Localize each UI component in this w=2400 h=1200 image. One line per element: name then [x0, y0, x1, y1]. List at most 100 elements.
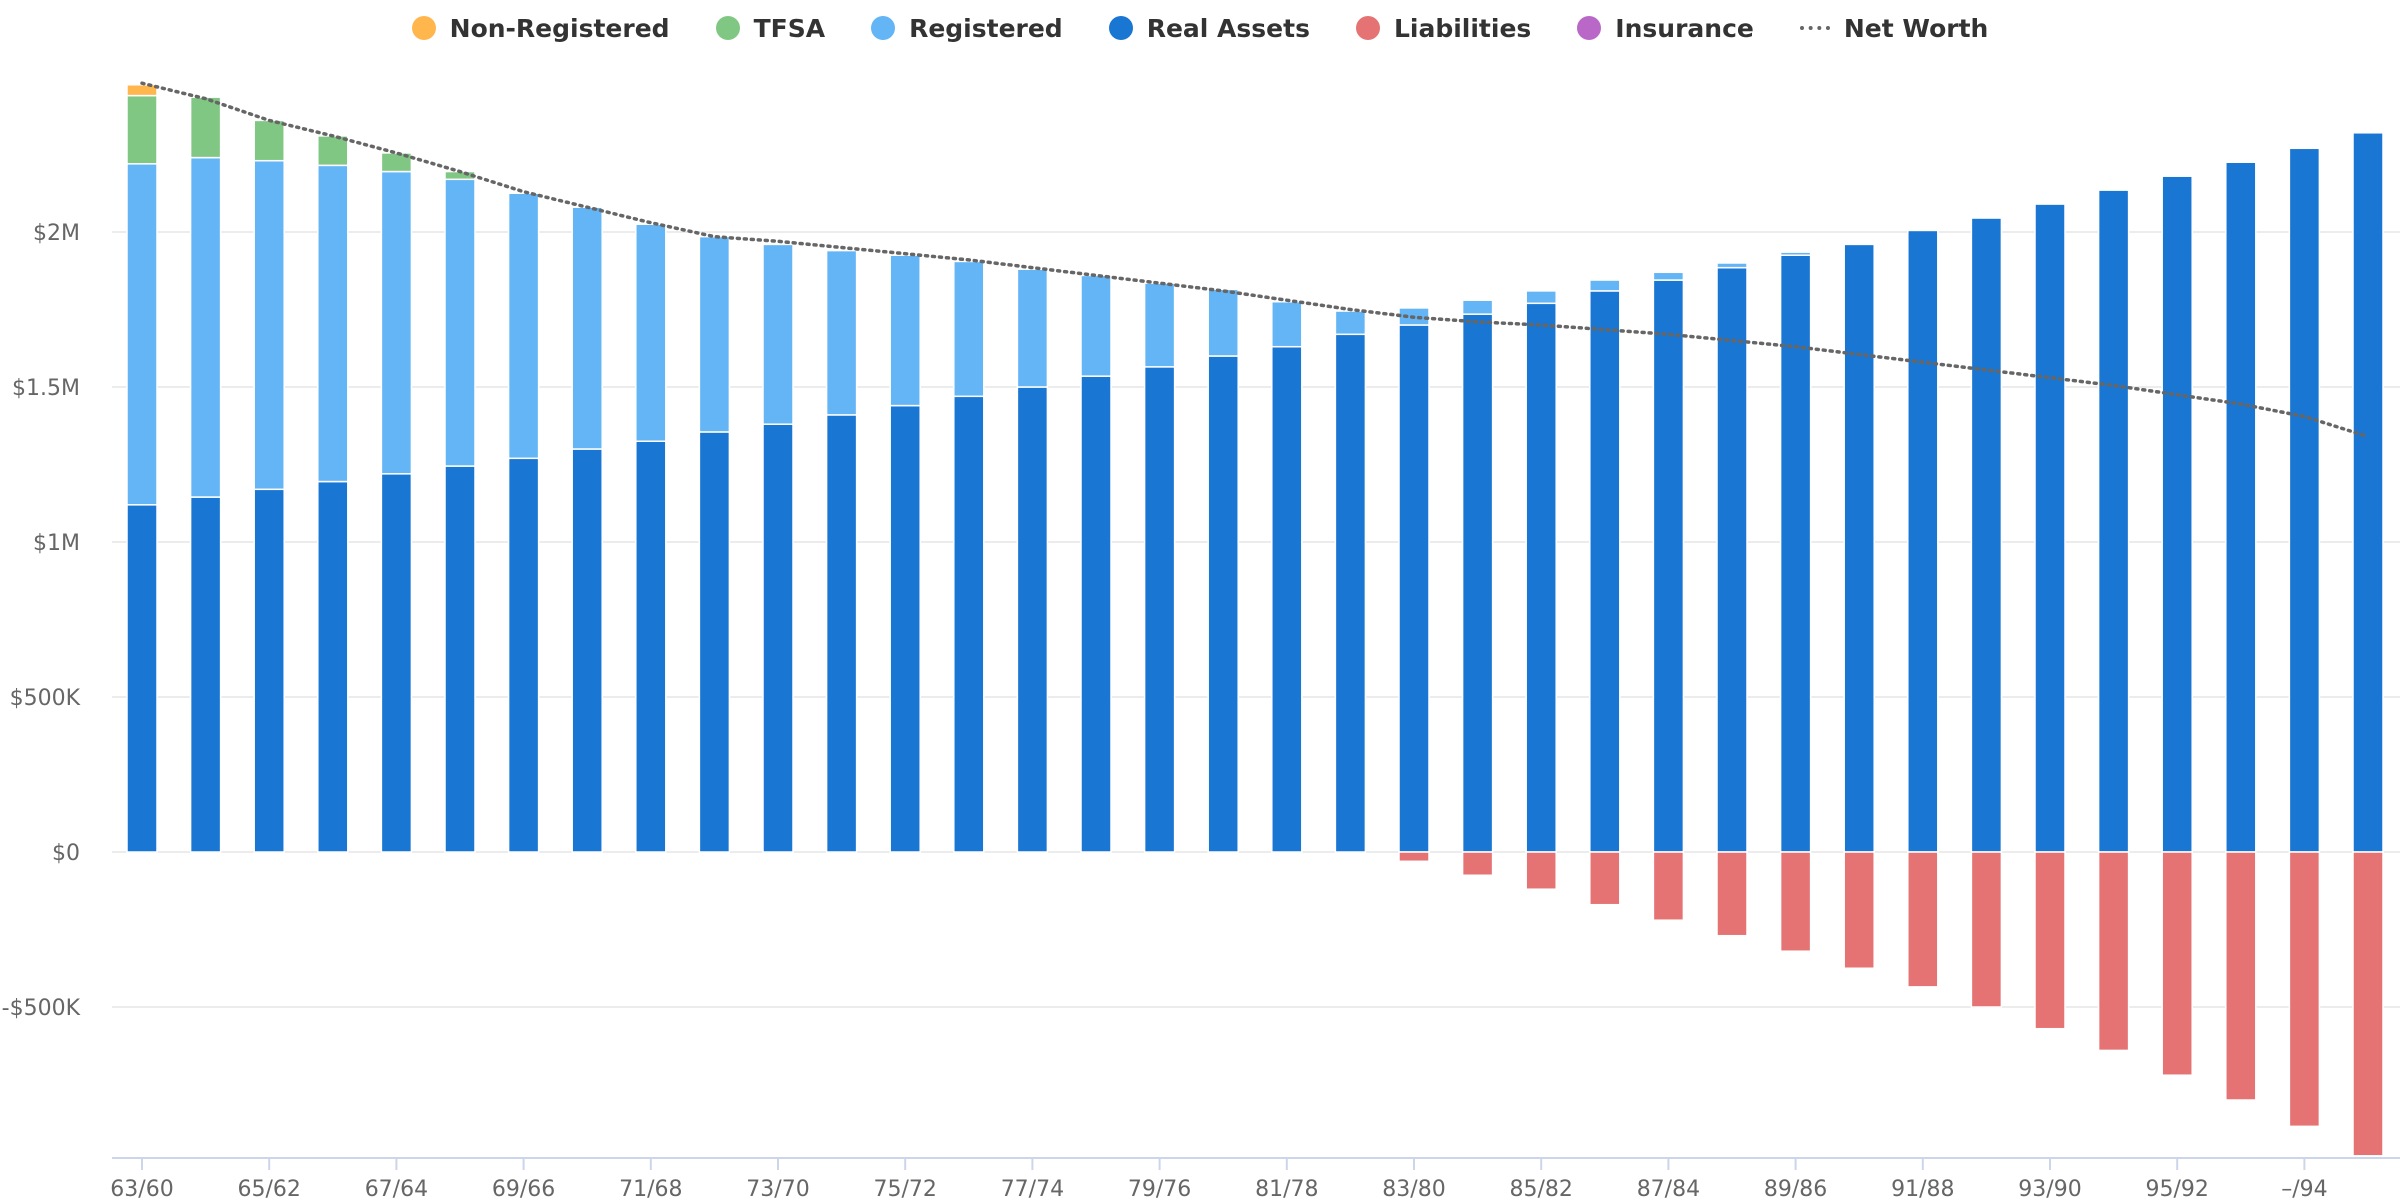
bar-registered[interactable] [889, 254, 921, 407]
bar-liabilities[interactable] [1589, 851, 1621, 906]
bar-registered[interactable] [507, 192, 540, 460]
bar-registered[interactable] [1271, 301, 1303, 348]
net-worth-line[interactable] [140, 81, 2370, 439]
legend-item-tfsa[interactable]: TFSA [715, 14, 825, 43]
bar-tfsa[interactable] [380, 152, 413, 173]
bar-liabilities[interactable] [1716, 851, 1748, 937]
bar-real-assets[interactable] [1080, 375, 1112, 853]
bar-real-assets[interactable] [762, 423, 794, 853]
bar-real-assets[interactable] [825, 414, 858, 853]
bar-liabilities[interactable] [2225, 851, 2257, 1101]
bar-real-assets[interactable] [1334, 333, 1367, 853]
legend-item-non-registered[interactable]: Non-Registered [411, 14, 670, 43]
legend-label-net-worth: Net Worth [1843, 13, 1989, 43]
bar-real-assets[interactable] [635, 440, 667, 853]
bar-liabilities[interactable] [2161, 851, 2193, 1076]
bar-tfsa[interactable] [189, 96, 222, 159]
bar-registered[interactable] [1461, 299, 1494, 315]
bar-liabilities[interactable] [1970, 851, 2003, 1008]
bar-real-assets[interactable] [1652, 279, 1685, 853]
bar-tfsa[interactable] [253, 119, 285, 162]
bar-non-registered[interactable] [126, 84, 158, 97]
bar-registered[interactable] [317, 164, 349, 483]
bar-registered[interactable] [1080, 274, 1112, 377]
bar-liabilities[interactable] [1779, 851, 1812, 952]
x-tick-label: 63/60 [110, 1177, 173, 1200]
bar-real-assets[interactable] [1461, 313, 1494, 853]
bar-real-assets[interactable] [126, 504, 158, 853]
bar-registered[interactable] [444, 178, 476, 467]
bar-real-assets[interactable] [2352, 132, 2384, 853]
bar-registered[interactable] [1016, 268, 1049, 388]
x-tick-label: 85/82 [1509, 1177, 1572, 1200]
bar-registered[interactable] [571, 206, 603, 450]
bar-real-assets[interactable] [1271, 345, 1303, 853]
bar-real-assets[interactable] [189, 496, 222, 853]
bar-liabilities[interactable] [2352, 851, 2384, 1157]
bar-registered[interactable] [1716, 262, 1748, 269]
bar-liabilities[interactable] [1652, 851, 1685, 921]
bar-real-assets[interactable] [444, 465, 476, 853]
bar-real-assets[interactable] [1398, 324, 1430, 853]
bar-registered[interactable] [1525, 290, 1557, 305]
bar-liabilities[interactable] [1525, 851, 1557, 890]
bar-registered[interactable] [825, 249, 858, 416]
bar-registered[interactable] [1334, 310, 1367, 336]
bar-liabilities[interactable] [1398, 851, 1430, 863]
bar-real-assets[interactable] [1143, 366, 1176, 853]
bar-real-assets[interactable] [1907, 229, 1939, 853]
bar-liabilities[interactable] [1843, 851, 1875, 969]
legend-item-net-worth[interactable]: Net Worth [1799, 13, 1989, 43]
bar-registered[interactable] [1143, 282, 1176, 368]
x-tick-label: 73/70 [746, 1177, 809, 1200]
bar-registered[interactable] [953, 260, 985, 398]
bar-tfsa[interactable] [126, 94, 158, 165]
bar-real-assets[interactable] [889, 404, 921, 853]
bar-registered[interactable] [762, 243, 794, 425]
legend-item-real-assets[interactable]: Real Assets [1108, 14, 1310, 43]
bar-tfsa[interactable] [317, 135, 349, 167]
bar-liabilities[interactable] [2034, 851, 2066, 1030]
bar-real-assets[interactable] [1970, 217, 2003, 853]
bar-real-assets[interactable] [1589, 290, 1621, 853]
bar-real-assets[interactable] [698, 431, 731, 853]
bar-real-assets[interactable] [953, 395, 985, 853]
bar-registered[interactable] [1589, 279, 1621, 292]
legend-marker-registered [871, 16, 896, 40]
y-tick-label: $1.5M [12, 376, 80, 401]
bar-real-assets[interactable] [507, 457, 540, 853]
bar-registered[interactable] [126, 163, 158, 506]
bar-real-assets[interactable] [2288, 147, 2321, 853]
bar-real-assets[interactable] [2034, 203, 2066, 853]
bar-real-assets[interactable] [380, 473, 413, 853]
bar-real-assets[interactable] [1016, 386, 1049, 853]
bar-liabilities[interactable] [2097, 851, 2130, 1052]
bar-liabilities[interactable] [2288, 851, 2321, 1128]
bar-real-assets[interactable] [571, 448, 603, 853]
bar-real-assets[interactable] [317, 480, 349, 853]
bar-real-assets[interactable] [2161, 175, 2193, 853]
bar-real-assets[interactable] [253, 488, 285, 853]
bar-real-assets[interactable] [1207, 355, 1239, 853]
bar-registered[interactable] [1779, 251, 1812, 256]
legend-item-liabilities[interactable]: Liabilities [1355, 14, 1531, 43]
bar-real-assets[interactable] [1779, 254, 1812, 853]
legend-item-registered[interactable]: Registered [871, 14, 1063, 43]
bar-registered[interactable] [189, 156, 222, 498]
bar-registered[interactable] [380, 170, 413, 475]
bar-registered[interactable] [635, 223, 667, 442]
bar-real-assets[interactable] [2097, 189, 2130, 853]
bar-real-assets[interactable] [2225, 161, 2257, 853]
legend-item-insurance[interactable]: Insurance [1577, 14, 1754, 43]
bar-registered[interactable] [253, 159, 285, 491]
legend-marker-insurance [1577, 16, 1602, 40]
bar-liabilities[interactable] [1907, 851, 1939, 988]
bar-real-assets[interactable] [1525, 302, 1557, 853]
bar-registered[interactable] [1207, 288, 1239, 357]
bar-real-assets[interactable] [1843, 243, 1875, 853]
bar-real-assets[interactable] [1716, 266, 1748, 853]
bar-registered[interactable] [1652, 271, 1685, 281]
bar-registered[interactable] [698, 235, 731, 433]
bar-liabilities[interactable] [1461, 851, 1494, 876]
